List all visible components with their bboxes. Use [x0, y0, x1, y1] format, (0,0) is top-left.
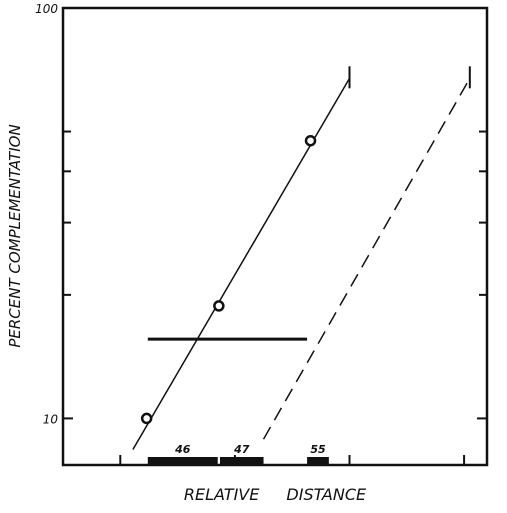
y-axis-label: PERCENT COMPLEMENTATION [6, 124, 24, 347]
data-point [140, 412, 153, 425]
plot-frame [61, 6, 489, 467]
data-point [213, 300, 225, 312]
line [262, 77, 471, 440]
segment-label: 46 [174, 443, 191, 456]
segment-label: 55 [310, 443, 326, 456]
segment-block [219, 457, 264, 465]
segment-block [147, 457, 218, 465]
segment-label: 47 [233, 443, 250, 456]
line [132, 77, 351, 450]
segment-block [307, 457, 329, 465]
data-point [304, 134, 317, 147]
y-tick-label: 10 [43, 412, 59, 426]
x-axis-label: RELATIVE DISTANCE [184, 485, 367, 504]
y-tick-label: 100 [35, 2, 58, 16]
